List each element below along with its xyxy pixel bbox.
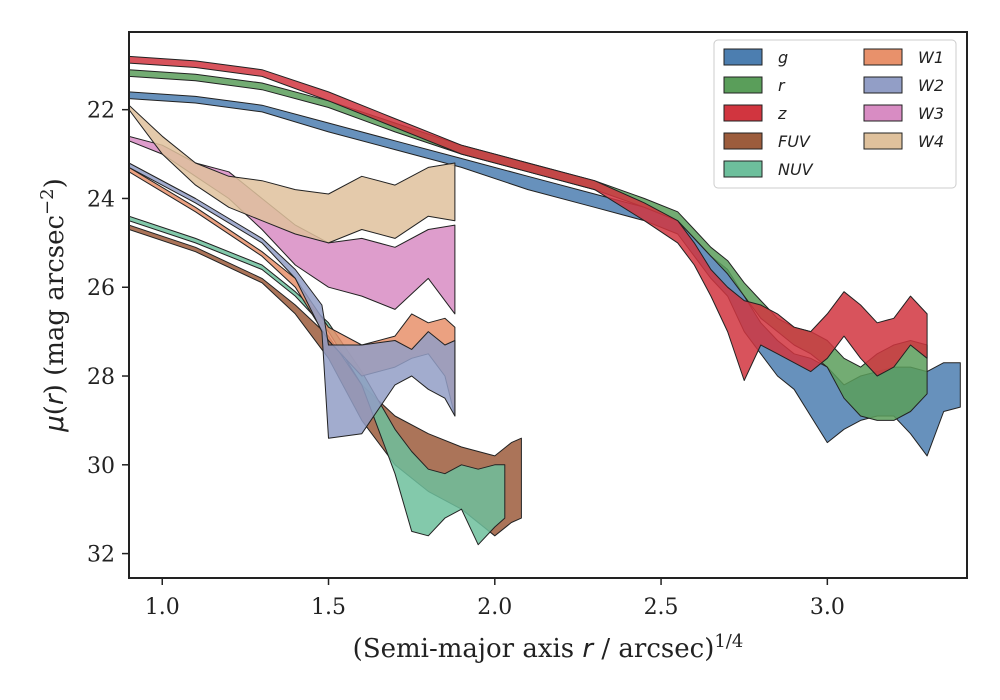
- y-axis-label: μ(r) (mag arcsec−2): [37, 178, 70, 433]
- x-tick-label: 1.5: [311, 595, 346, 620]
- band-w4: [129, 104, 456, 244]
- band-z: [129, 55, 928, 381]
- x-axis-label: (Semi-major axis r / arcsec)1/4: [353, 631, 744, 664]
- band-w2: [129, 162, 456, 439]
- y-tick-label: 26: [87, 276, 115, 301]
- legend-swatch: [723, 132, 763, 150]
- x-tick-label: 3.0: [810, 595, 845, 620]
- legend: grz FUV NUV W1 W2 W3 W4: [713, 39, 957, 189]
- x-tick-label: 2.0: [477, 595, 512, 620]
- legend-label: W1: [918, 48, 944, 67]
- legend-item-fuv: FUV: [723, 132, 811, 151]
- y-tick-label: 22: [87, 99, 115, 124]
- legend-swatch: [863, 132, 903, 150]
- x-tick-label: 2.5: [644, 595, 679, 620]
- legend-label: W3: [918, 104, 944, 123]
- legend-item-w4: W4: [863, 132, 944, 151]
- legend-item-nuv: NUV: [723, 160, 814, 179]
- axes-frame: [128, 31, 968, 579]
- legend-label: z: [777, 104, 787, 123]
- legend-swatch: [723, 104, 763, 122]
- legend-item-w2: W2: [863, 76, 944, 95]
- legend-item-w1: W1: [863, 48, 944, 67]
- legend-swatch: [723, 160, 763, 178]
- x-tick-label: 1.0: [145, 595, 180, 620]
- legend-swatch: [723, 48, 763, 66]
- legend-label: W2: [918, 76, 944, 95]
- legend-swatch: [863, 104, 903, 122]
- legend-label: g: [778, 48, 788, 67]
- legend-swatch: [723, 76, 763, 94]
- y-tick-label: 28: [87, 365, 115, 390]
- legend-swatch: [863, 48, 903, 66]
- legend-item-r: r: [723, 76, 786, 95]
- y-tick-label: 24: [87, 187, 115, 212]
- y-axis: 22 24 26 28 30 32: [87, 99, 129, 568]
- x-axis: 1.0 1.5 2.0 2.5 3.0: [145, 578, 845, 620]
- legend-item-g: g: [723, 48, 788, 67]
- legend-label: r: [778, 76, 786, 95]
- legend-label: FUV: [778, 132, 811, 151]
- legend-label: W4: [918, 132, 944, 151]
- plot-area: [129, 55, 961, 546]
- legend-swatch: [863, 76, 903, 94]
- y-tick-label: 32: [87, 543, 115, 568]
- legend-item-w3: W3: [863, 104, 944, 123]
- legend-label: NUV: [778, 160, 814, 179]
- legend-item-z: z: [723, 104, 787, 123]
- y-tick-label: 30: [87, 454, 115, 479]
